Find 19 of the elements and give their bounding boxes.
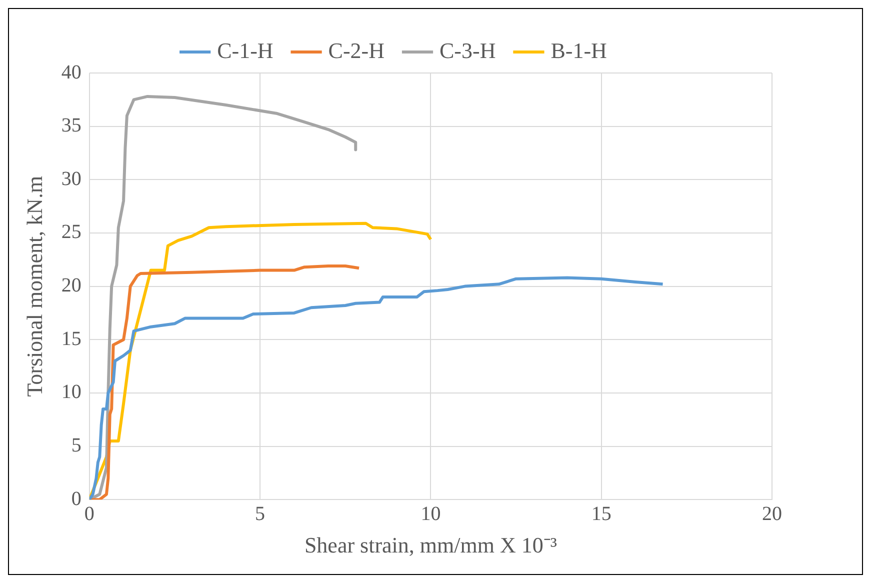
y-tick-label: 15 — [61, 328, 82, 350]
legend-label: B-1-H — [550, 38, 608, 63]
legend-label: C-3-H — [440, 38, 496, 63]
y-tick-label: 5 — [71, 434, 82, 457]
y-tick-label: 30 — [61, 168, 82, 190]
y-tick-label: 20 — [61, 274, 82, 297]
y-tick-label: 35 — [61, 114, 82, 137]
legend-label: C-2-H — [328, 38, 385, 63]
x-axis-title: Shear strain, mm/mm X 10⁻³ — [304, 532, 558, 558]
x-tick-label: 5 — [255, 502, 266, 525]
x-tick-label: 15 — [591, 502, 612, 525]
y-axis-title: Torsional moment, kN.m — [22, 176, 47, 397]
y-tick-label: 25 — [61, 221, 82, 244]
x-tick-label: 10 — [420, 502, 441, 525]
y-tick-label: 40 — [61, 61, 82, 84]
legend-label: C-1-H — [217, 38, 274, 63]
y-tick-label: 0 — [71, 488, 82, 510]
x-tick-label: 20 — [762, 502, 782, 525]
y-tick-label: 10 — [61, 381, 82, 404]
